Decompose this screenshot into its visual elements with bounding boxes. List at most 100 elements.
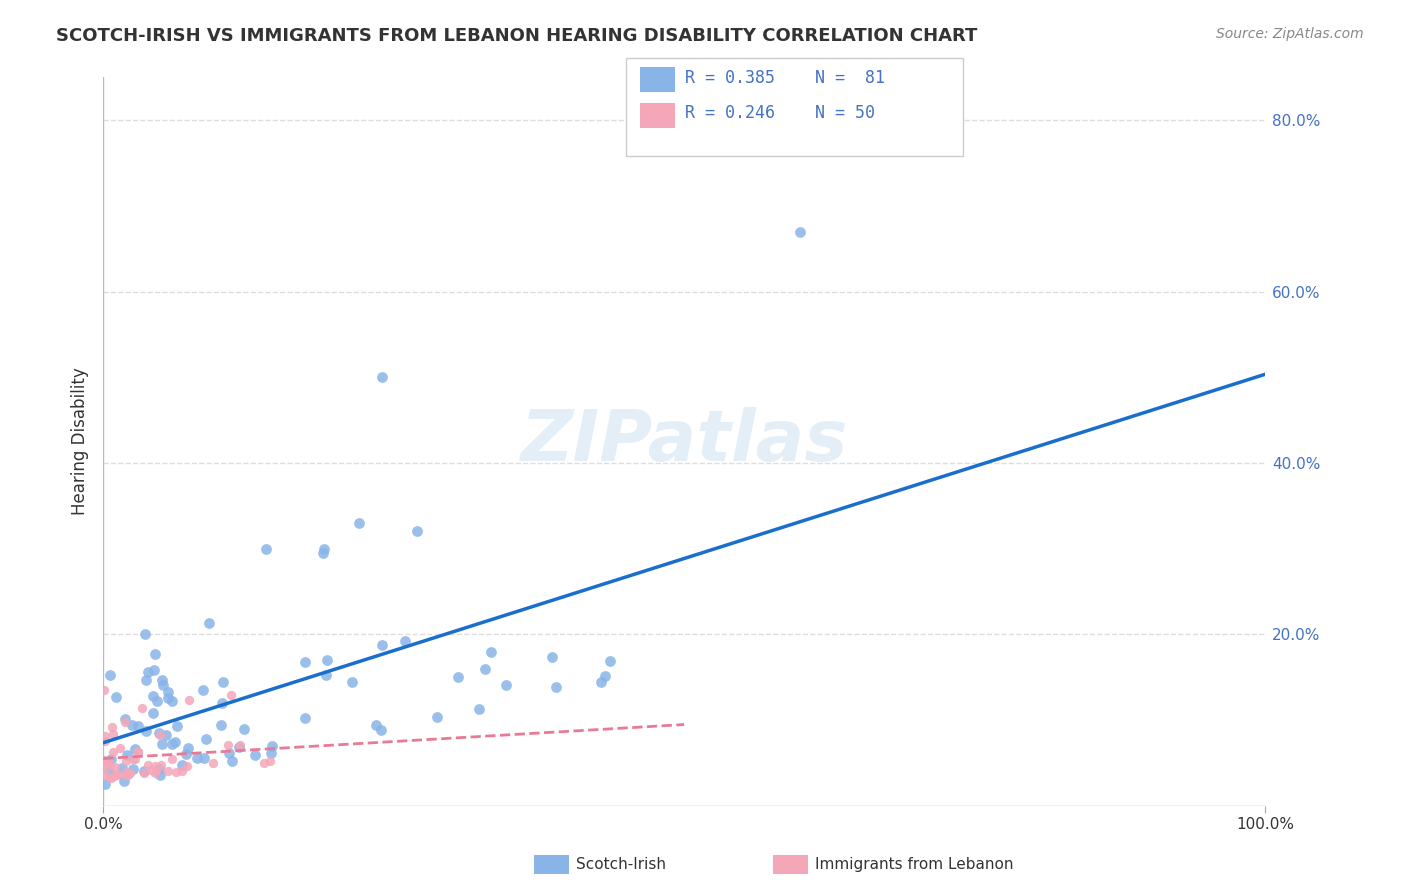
Point [122,752,145,766]
Point [94,777,117,791]
Point [179,692,201,706]
Point [259,754,281,768]
Text: Immigrants from Lebanon: Immigrants from Lebanon [815,857,1014,871]
Point [146,694,169,708]
Point [160,694,183,708]
Point [100,771,122,785]
Point [111,761,134,775]
Point [143,759,166,773]
Point [315,668,337,682]
Text: R = 0.246    N = 50: R = 0.246 N = 50 [685,104,875,122]
Point [243,748,266,763]
Point [105,768,128,782]
Point [254,541,277,556]
Point [132,766,155,780]
Text: ZIPatlas: ZIPatlas [520,407,848,476]
Point [495,677,517,691]
Text: Scotch-Irish: Scotch-Irish [576,857,666,871]
Point [143,766,166,780]
Point [150,673,173,688]
Point [155,728,177,742]
Point [467,702,489,716]
Point [312,541,335,556]
Point [103,768,125,782]
Point [595,668,617,682]
Point [315,653,337,667]
Point [127,719,149,733]
Point [211,675,233,690]
Point [589,675,612,690]
Point [132,764,155,778]
Point [101,720,124,734]
Point [229,738,252,752]
Point [135,673,157,687]
Point [122,762,145,776]
Point [479,645,502,659]
Point [97,770,120,784]
Point [176,759,198,773]
Point [100,752,122,766]
Point [124,741,146,756]
Point [174,747,197,762]
Point [221,755,243,769]
Point [312,546,335,560]
Point [136,665,159,679]
Point [108,740,131,755]
Point [232,722,254,736]
Point [142,690,165,704]
Point [371,370,394,384]
Point [141,763,163,777]
Point [148,762,170,776]
Point [152,678,174,692]
Point [219,689,242,703]
Point [149,728,172,742]
Point [117,768,139,782]
Point [93,767,115,781]
Point [262,739,284,754]
Point [194,732,217,747]
Point [394,634,416,648]
Point [186,751,208,765]
Point [191,682,214,697]
Point [93,733,115,747]
Point [114,754,136,768]
Point [145,764,167,778]
Point [150,758,173,772]
Point [172,757,194,772]
Point [98,756,121,770]
Text: SCOTCH-IRISH VS IMMIGRANTS FROM LEBANON HEARING DISABILITY CORRELATION CHART: SCOTCH-IRISH VS IMMIGRANTS FROM LEBANON … [56,27,977,45]
Point [160,737,183,751]
Point [340,674,363,689]
Point [789,225,811,239]
Point [150,738,173,752]
Point [103,727,125,741]
Point [218,746,240,760]
Point [544,680,567,694]
Point [134,626,156,640]
Point [98,757,121,772]
Point [202,756,225,771]
Point [253,756,276,771]
Point [259,747,281,761]
Point [124,752,146,766]
Point [114,712,136,726]
Point [426,710,449,724]
Point [114,774,136,789]
Point [370,723,392,737]
Point [143,664,166,678]
Point [138,757,160,772]
Point [177,741,200,756]
Point [93,756,115,770]
Point [193,751,215,765]
Point [156,685,179,699]
Point [474,662,496,676]
Point [143,648,166,662]
Point [104,759,127,773]
Text: Source: ZipAtlas.com: Source: ZipAtlas.com [1216,27,1364,41]
Point [118,766,141,780]
Point [114,715,136,730]
Point [142,706,165,720]
Point [198,615,221,630]
Point [93,729,115,743]
Point [115,764,138,779]
